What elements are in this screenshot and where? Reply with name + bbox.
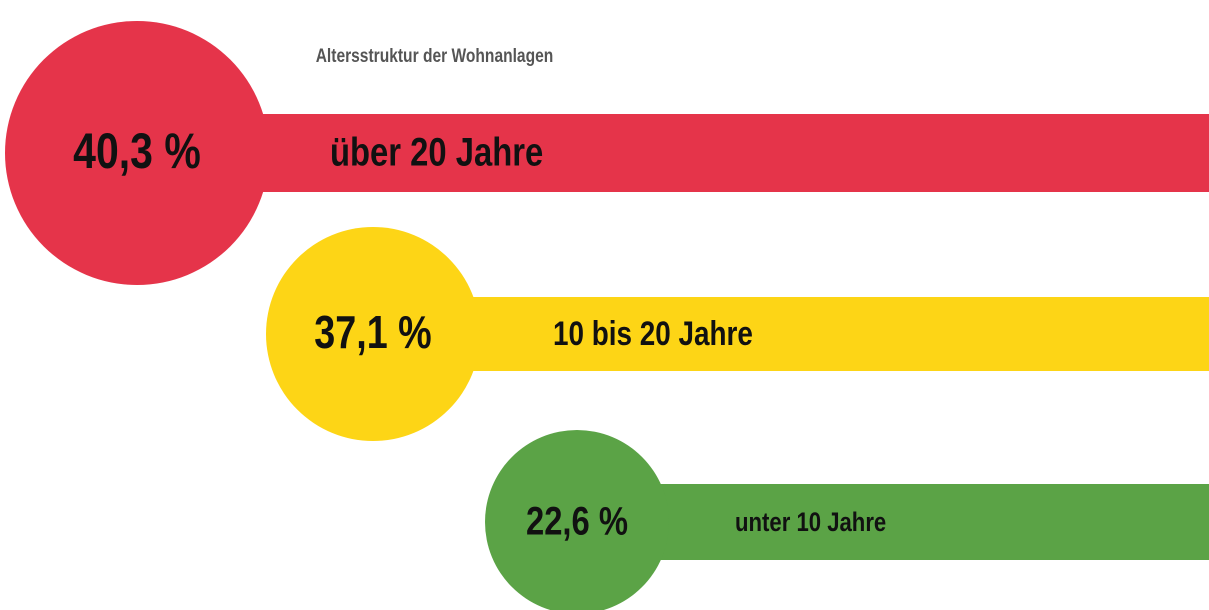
value-label: 40,3 %: [73, 123, 201, 179]
bubble: [5, 21, 269, 285]
category-label: unter 10 Jahre: [735, 508, 886, 538]
value-label: 22,6 %: [526, 498, 628, 543]
bubble: [266, 227, 480, 441]
category-label: 10 bis 20 Jahre: [553, 314, 753, 352]
band: [137, 114, 1209, 192]
value-label: 37,1 %: [314, 307, 431, 358]
category-label: über 20 Jahre: [330, 129, 543, 174]
band: [577, 484, 1209, 560]
chart-title: Altersstruktur der Wohnanlagen: [316, 45, 554, 67]
bubble: [485, 430, 669, 610]
band: [373, 297, 1209, 371]
